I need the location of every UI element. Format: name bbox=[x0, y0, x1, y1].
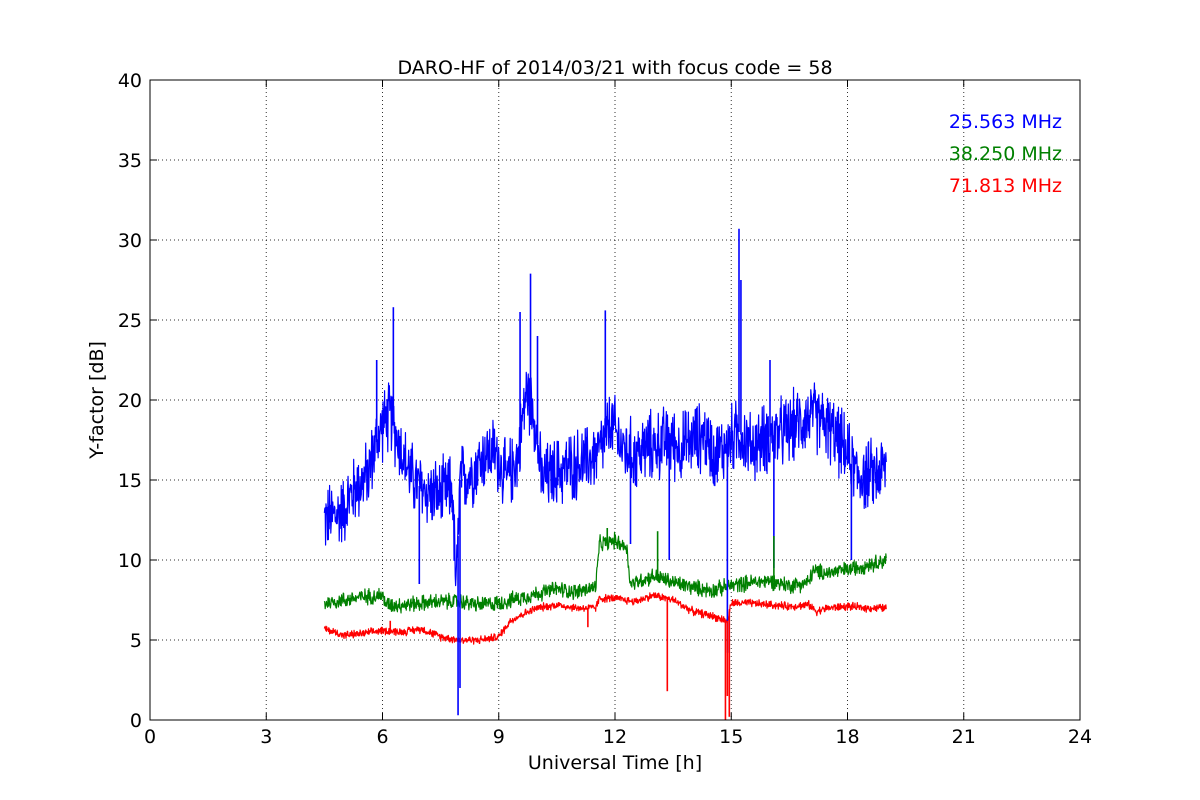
legend-entry-25mhz: 25.563 MHz bbox=[949, 111, 1062, 133]
x-tick-label: 0 bbox=[144, 726, 156, 748]
legend: 25.563 MHz 38.250 MHz 71.813 MHz bbox=[949, 111, 1062, 197]
x-tick-label: 24 bbox=[1068, 726, 1092, 748]
x-tick-label: 21 bbox=[952, 726, 976, 748]
y-tick-label: 10 bbox=[118, 550, 142, 572]
series-group bbox=[323, 228, 887, 720]
plot-area bbox=[323, 228, 887, 720]
x-axis-label: Universal Time [h] bbox=[528, 752, 702, 774]
x-tick-label: 12 bbox=[603, 726, 627, 748]
y-tick-label: 30 bbox=[118, 230, 142, 252]
ticks bbox=[149, 79, 1081, 721]
tick-labels: 0 3 6 9 12 15 18 21 24 0 5 10 15 20 25 30 35 40 bbox=[118, 70, 1092, 748]
y-tick-label: 40 bbox=[118, 70, 142, 92]
x-tick-label: 15 bbox=[719, 726, 743, 748]
y-tick-label: 35 bbox=[118, 150, 142, 172]
y-tick-label: 5 bbox=[130, 630, 142, 652]
legend-entry-38mhz: 38.250 MHz bbox=[949, 143, 1062, 165]
x-tick-label: 9 bbox=[493, 726, 505, 748]
x-tick-label: 6 bbox=[376, 726, 388, 748]
chart-title: DARO-HF of 2014/03/21 with focus code = … bbox=[397, 57, 832, 79]
x-tick-label: 18 bbox=[835, 726, 859, 748]
y-tick-label: 25 bbox=[118, 310, 142, 332]
y-tick-label: 0 bbox=[130, 710, 142, 732]
y-axis-label: Y-factor [dB] bbox=[86, 341, 108, 460]
x-tick-label: 3 bbox=[260, 726, 272, 748]
y-tick-label: 20 bbox=[118, 390, 142, 412]
y-tick-label: 15 bbox=[118, 470, 142, 492]
legend-entry-71mhz: 71.813 MHz bbox=[949, 175, 1062, 197]
series-line-1 bbox=[323, 531, 887, 614]
series-line-2 bbox=[323, 592, 887, 645]
